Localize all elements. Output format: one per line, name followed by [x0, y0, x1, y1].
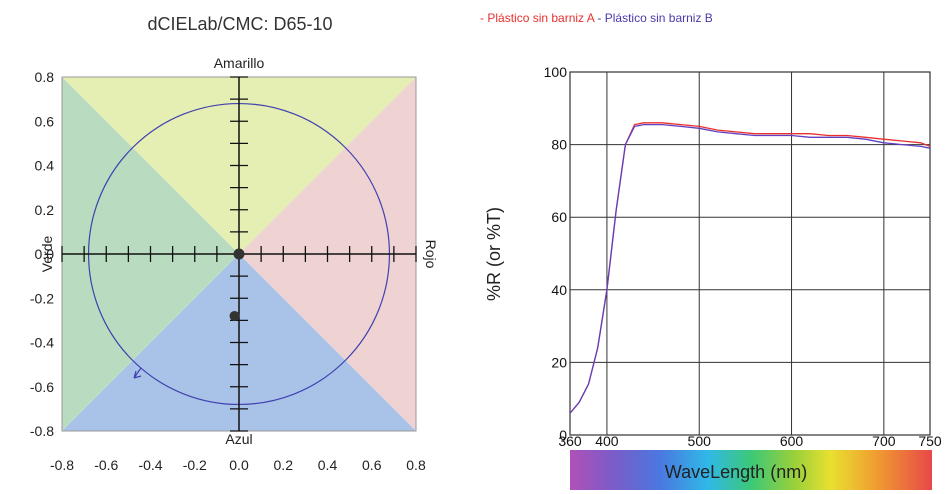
cielab-x-tick-label: 0.6: [362, 457, 382, 473]
spectrum-y-tick-label: 100: [544, 64, 568, 80]
spectrum-series: [570, 122, 930, 414]
axis-label-left: Verde: [39, 235, 55, 272]
spectrum-plot-border: [569, 71, 931, 436]
svg-text:- Plástico sin barniz A - Plás: - Plástico sin barniz A - Plástico sin b…: [480, 11, 713, 25]
cielab-y-tick-label: 0.2: [35, 202, 55, 218]
spectrum-y-tick-label: 80: [551, 137, 567, 153]
spectrum-x-tick-label: 360: [558, 433, 582, 449]
cielab-x-tick-label: 0.2: [274, 457, 294, 473]
cielab-y-tick-label: 0.4: [35, 158, 55, 174]
sample-point: [229, 310, 240, 321]
cielab-x-tick-label: 0.4: [318, 457, 338, 473]
cielab-y-tick-label: -0.2: [30, 290, 54, 306]
cielab-y-tick-labels: 0.8 0.6 0.4 0.2 0.0 -0.2 -0.4 -0.6 -0.8: [30, 69, 54, 439]
cielab-y-tick-label: -0.4: [30, 335, 54, 351]
spectrum-x-tick-label: 750: [918, 433, 942, 449]
legend: - Plástico sin barniz A - Plástico sin b…: [480, 11, 713, 25]
cielab-y-tick-label: -0.6: [30, 379, 54, 395]
cielab-y-tick-label: 0.0: [35, 246, 55, 262]
circle-arrow-icon: [133, 367, 142, 379]
cielab-x-tick-label: -0.4: [138, 457, 162, 473]
origin-point: [233, 248, 245, 260]
legend-item-a: Plástico sin barniz A: [487, 11, 594, 25]
cielab-x-tick-label: 0.0: [229, 457, 249, 473]
legend-dash-a: -: [480, 11, 487, 25]
cielab-x-tick-label: -0.6: [94, 457, 118, 473]
spectrum-x-tick-label: 400: [595, 433, 619, 449]
spectrum-y-tick-label: 40: [551, 282, 567, 298]
axis-label-bottom: Azul: [225, 431, 252, 447]
cielab-title: dCIELab/CMC: D65-10: [147, 14, 332, 34]
cielab-points: [229, 248, 245, 321]
cielab-x-tick-label: -0.8: [50, 457, 74, 473]
spectrum-x-tick-label: 500: [688, 433, 712, 449]
spectrum-y-tick-label: 20: [551, 354, 567, 370]
legend-dash-b: -: [594, 11, 605, 25]
spectrum-x-tick-label: 600: [780, 433, 804, 449]
wavelength-spectrum-bar: [570, 450, 932, 490]
cielab-x-tick-label: 0.8: [406, 457, 426, 473]
series-line-b: [570, 123, 930, 414]
axis-label-top: Amarillo: [214, 55, 265, 71]
spectrum-y-tick-labels: 0 20 40 60 80 100: [544, 64, 568, 443]
cielab-x-tick-label: -0.2: [183, 457, 207, 473]
cielab-x-tick-labels: -0.8 -0.6 -0.4 -0.2 0.0 0.2 0.4 0.6 0.8: [50, 457, 426, 473]
spectrum-x-tick-label: 700: [872, 433, 896, 449]
cielab-y-tick-label: -0.8: [30, 423, 54, 439]
x-axis-title: WaveLength (nm): [665, 462, 807, 482]
axis-label-right: Rojo: [423, 240, 439, 269]
legend-item-b: Plástico sin barniz B: [605, 11, 713, 25]
cielab-chart: dCIELab/CMC: D65-10 -0.8 -0.6 -0.4 -0.2 0.0 0…: [30, 14, 439, 473]
cielab-y-tick-label: 0.8: [35, 69, 55, 85]
spectrum-x-tick-labels: 360 400 500 600 700 750: [558, 433, 942, 449]
spectrum-y-tick-label: 0: [559, 427, 567, 443]
series-line-a: [570, 122, 930, 414]
spectrum-chart: - Plástico sin barniz A - Plástico sin b…: [480, 11, 942, 490]
spectrum-grid: [570, 72, 930, 435]
y-axis-title: %R (or %T): [484, 207, 504, 301]
spectrum-y-tick-label: 60: [551, 209, 567, 225]
cielab-y-tick-label: 0.6: [35, 113, 55, 129]
